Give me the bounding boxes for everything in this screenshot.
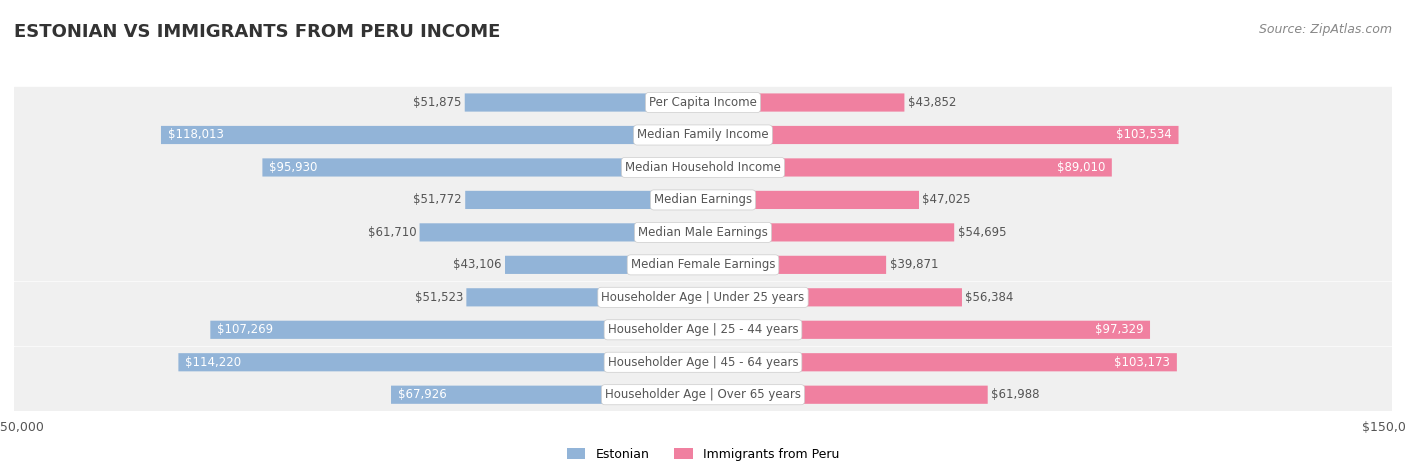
- FancyBboxPatch shape: [211, 321, 703, 339]
- Text: $43,852: $43,852: [908, 96, 956, 109]
- Text: $51,875: $51,875: [413, 96, 461, 109]
- FancyBboxPatch shape: [703, 386, 987, 404]
- FancyBboxPatch shape: [465, 191, 703, 209]
- FancyBboxPatch shape: [703, 353, 1177, 371]
- Text: Householder Age | Under 25 years: Householder Age | Under 25 years: [602, 291, 804, 304]
- Text: Source: ZipAtlas.com: Source: ZipAtlas.com: [1258, 23, 1392, 36]
- FancyBboxPatch shape: [703, 158, 1112, 177]
- Bar: [14, 347, 1392, 378]
- FancyBboxPatch shape: [703, 288, 962, 306]
- Bar: [14, 184, 1392, 215]
- Text: $103,534: $103,534: [1116, 128, 1171, 142]
- FancyBboxPatch shape: [160, 126, 703, 144]
- FancyBboxPatch shape: [703, 126, 1178, 144]
- Text: $43,106: $43,106: [453, 258, 502, 271]
- Text: Per Capita Income: Per Capita Income: [650, 96, 756, 109]
- Text: Householder Age | 45 - 64 years: Householder Age | 45 - 64 years: [607, 356, 799, 369]
- Text: $61,988: $61,988: [991, 388, 1039, 401]
- Text: $107,269: $107,269: [217, 323, 273, 336]
- Text: $51,523: $51,523: [415, 291, 463, 304]
- Text: $47,025: $47,025: [922, 193, 972, 206]
- FancyBboxPatch shape: [703, 256, 886, 274]
- FancyBboxPatch shape: [703, 223, 955, 241]
- Text: $89,010: $89,010: [1056, 161, 1105, 174]
- FancyBboxPatch shape: [391, 386, 703, 404]
- Bar: [14, 314, 1392, 346]
- Bar: [14, 87, 1392, 118]
- FancyBboxPatch shape: [505, 256, 703, 274]
- FancyBboxPatch shape: [419, 223, 703, 241]
- Text: Householder Age | 25 - 44 years: Householder Age | 25 - 44 years: [607, 323, 799, 336]
- Text: $95,930: $95,930: [270, 161, 318, 174]
- FancyBboxPatch shape: [465, 93, 703, 112]
- FancyBboxPatch shape: [703, 321, 1150, 339]
- Text: Median Family Income: Median Family Income: [637, 128, 769, 142]
- FancyBboxPatch shape: [179, 353, 703, 371]
- Text: $103,173: $103,173: [1114, 356, 1170, 369]
- Text: $118,013: $118,013: [167, 128, 224, 142]
- Text: $114,220: $114,220: [186, 356, 242, 369]
- Text: $56,384: $56,384: [966, 291, 1014, 304]
- Text: $51,772: $51,772: [413, 193, 461, 206]
- Bar: [14, 282, 1392, 313]
- FancyBboxPatch shape: [703, 191, 920, 209]
- Text: $54,695: $54,695: [957, 226, 1007, 239]
- Text: Householder Age | Over 65 years: Householder Age | Over 65 years: [605, 388, 801, 401]
- FancyBboxPatch shape: [467, 288, 703, 306]
- Bar: [14, 152, 1392, 183]
- Bar: [14, 249, 1392, 281]
- Text: Median Household Income: Median Household Income: [626, 161, 780, 174]
- Text: $39,871: $39,871: [890, 258, 938, 271]
- Text: Median Earnings: Median Earnings: [654, 193, 752, 206]
- Text: ESTONIAN VS IMMIGRANTS FROM PERU INCOME: ESTONIAN VS IMMIGRANTS FROM PERU INCOME: [14, 23, 501, 42]
- Bar: [14, 379, 1392, 410]
- Bar: [14, 120, 1392, 150]
- Text: $67,926: $67,926: [398, 388, 447, 401]
- Text: $97,329: $97,329: [1094, 323, 1143, 336]
- Text: $61,710: $61,710: [367, 226, 416, 239]
- Bar: [14, 217, 1392, 248]
- Legend: Estonian, Immigrants from Peru: Estonian, Immigrants from Peru: [561, 443, 845, 466]
- Text: Median Male Earnings: Median Male Earnings: [638, 226, 768, 239]
- FancyBboxPatch shape: [703, 93, 904, 112]
- Text: Median Female Earnings: Median Female Earnings: [631, 258, 775, 271]
- FancyBboxPatch shape: [263, 158, 703, 177]
